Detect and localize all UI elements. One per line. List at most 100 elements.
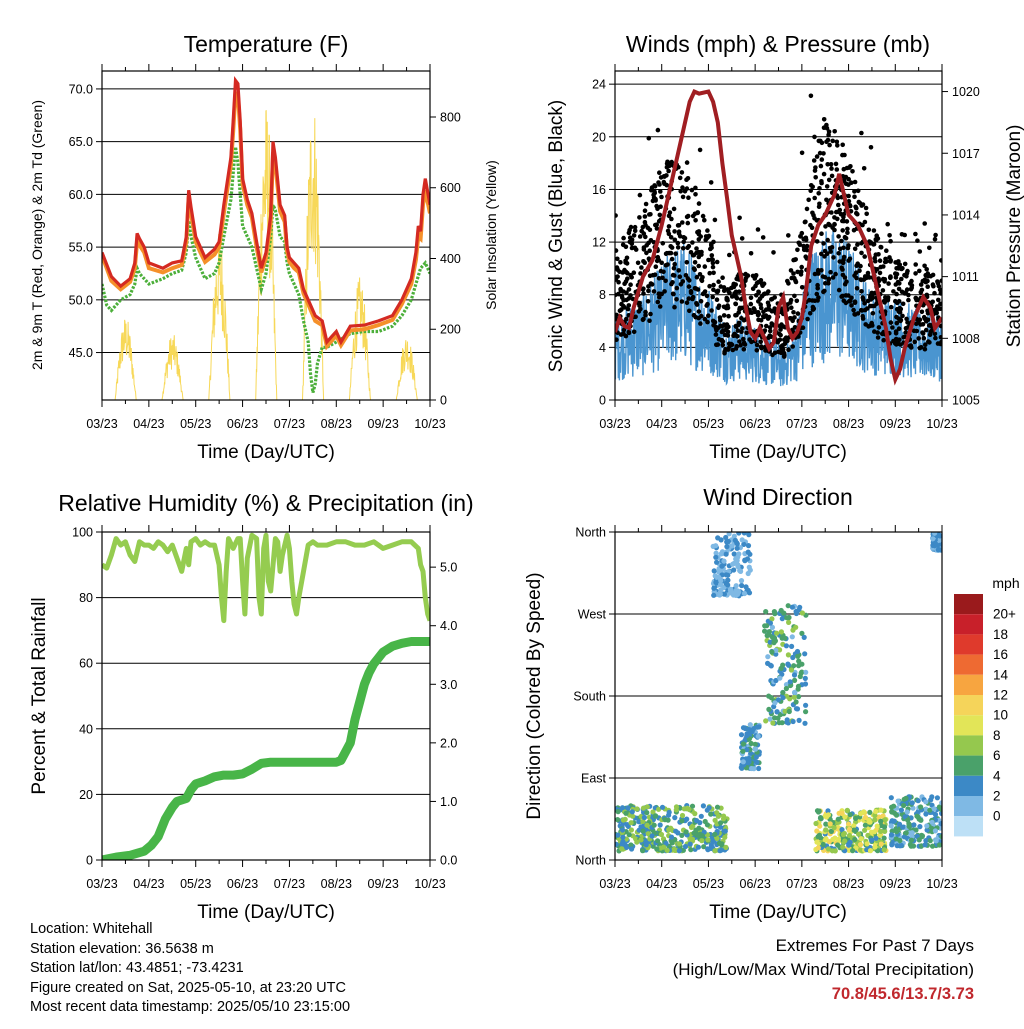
gust-point [809,225,815,231]
gust-point [727,252,732,258]
gust-point [733,289,739,295]
direction-point [901,796,907,802]
gust-point [748,295,754,301]
direction-point [823,827,829,833]
direction-point [623,810,629,816]
gust-point [686,296,692,301]
gust-point [694,246,699,251]
direction-point [878,828,884,835]
gust-point [725,347,731,352]
gust-point [926,339,931,344]
direction-point [919,832,925,839]
gust-point [830,275,836,280]
direction-point [781,610,787,616]
direction-point [682,843,689,850]
gust-point [715,288,721,294]
direction-point [931,806,937,812]
temperature-ytick-right-label: 600 [440,181,461,195]
direction-point [620,834,626,840]
gust-point [739,236,745,241]
direction-point [875,848,881,854]
direction-point [615,817,621,823]
gust-point [824,197,829,203]
gust-point [793,257,798,262]
gust-point [694,274,700,280]
legend-label: 10 [993,708,1008,723]
direction-point [874,823,880,829]
direction-point [798,670,804,676]
direction-point [802,675,808,682]
gust-point [695,210,700,216]
gust-point [655,206,660,212]
direction-point [724,544,730,550]
direction-point [779,671,785,677]
figure-created: Figure created on Sat, 2025-05-10, at 23… [30,979,346,996]
direction-point [878,818,884,825]
temperature-xtick-label: 06/23 [227,417,258,431]
gust-point [855,261,860,267]
gust-point [657,304,663,309]
direction-point [666,827,672,833]
gust-point [812,195,817,201]
gust-point [925,308,930,314]
gust-point [896,264,902,270]
gust-point [781,354,787,359]
gust-point [826,129,832,134]
direction-plot-area [615,532,942,854]
gust-point [684,177,689,182]
direction-point [904,809,910,815]
direction-point [769,616,775,622]
gust-point [631,329,637,335]
direction-point [769,649,775,655]
gust-point [817,201,822,207]
gust-point [824,122,829,128]
direction-point [740,741,747,747]
direction-point [935,547,941,553]
temperature-panel: Temperature (F) Time (Day/UTC) 2m & 9m T… [29,31,499,463]
gust-point [697,147,703,153]
humidity-xtick-label: 03/23 [86,877,117,891]
gust-point [698,234,703,239]
gust-point [724,326,729,331]
gust-point [689,187,695,193]
direction-point [655,838,661,844]
gust-point [667,163,672,169]
legend-label: 12 [993,688,1008,703]
gust-point [881,264,886,269]
direction-point [731,551,737,557]
direction-point [938,821,942,827]
gust-point [880,288,886,293]
gust-point [899,276,904,282]
gust-point [694,302,700,307]
gust-point [754,280,760,286]
direction-point [768,695,774,701]
gust-point [831,255,836,260]
gust-point [833,271,838,277]
gust-point [690,240,695,245]
direction-point [658,831,665,838]
direction-point [785,603,791,609]
direction-point [736,551,742,557]
direction-point [640,818,646,825]
gust-point [737,339,742,344]
direction-point [714,559,720,565]
gust-point [621,327,627,333]
gust-point [649,185,655,190]
direction-point [851,823,857,829]
direction-point [767,620,774,626]
gust-point [938,335,942,340]
series-2m-t [102,76,430,346]
direction-point [815,809,822,815]
direction-point [871,829,878,835]
gust-point [862,254,867,259]
gust-point [870,323,875,328]
direction-point [873,808,879,815]
direction-point [872,844,878,850]
temperature-xtick-label: 03/23 [86,417,117,431]
gust-point [632,224,638,230]
gust-point [933,232,938,238]
gust-point [799,269,804,274]
direction-point [822,813,828,819]
direction-point [725,572,731,578]
gust-point [870,311,876,316]
